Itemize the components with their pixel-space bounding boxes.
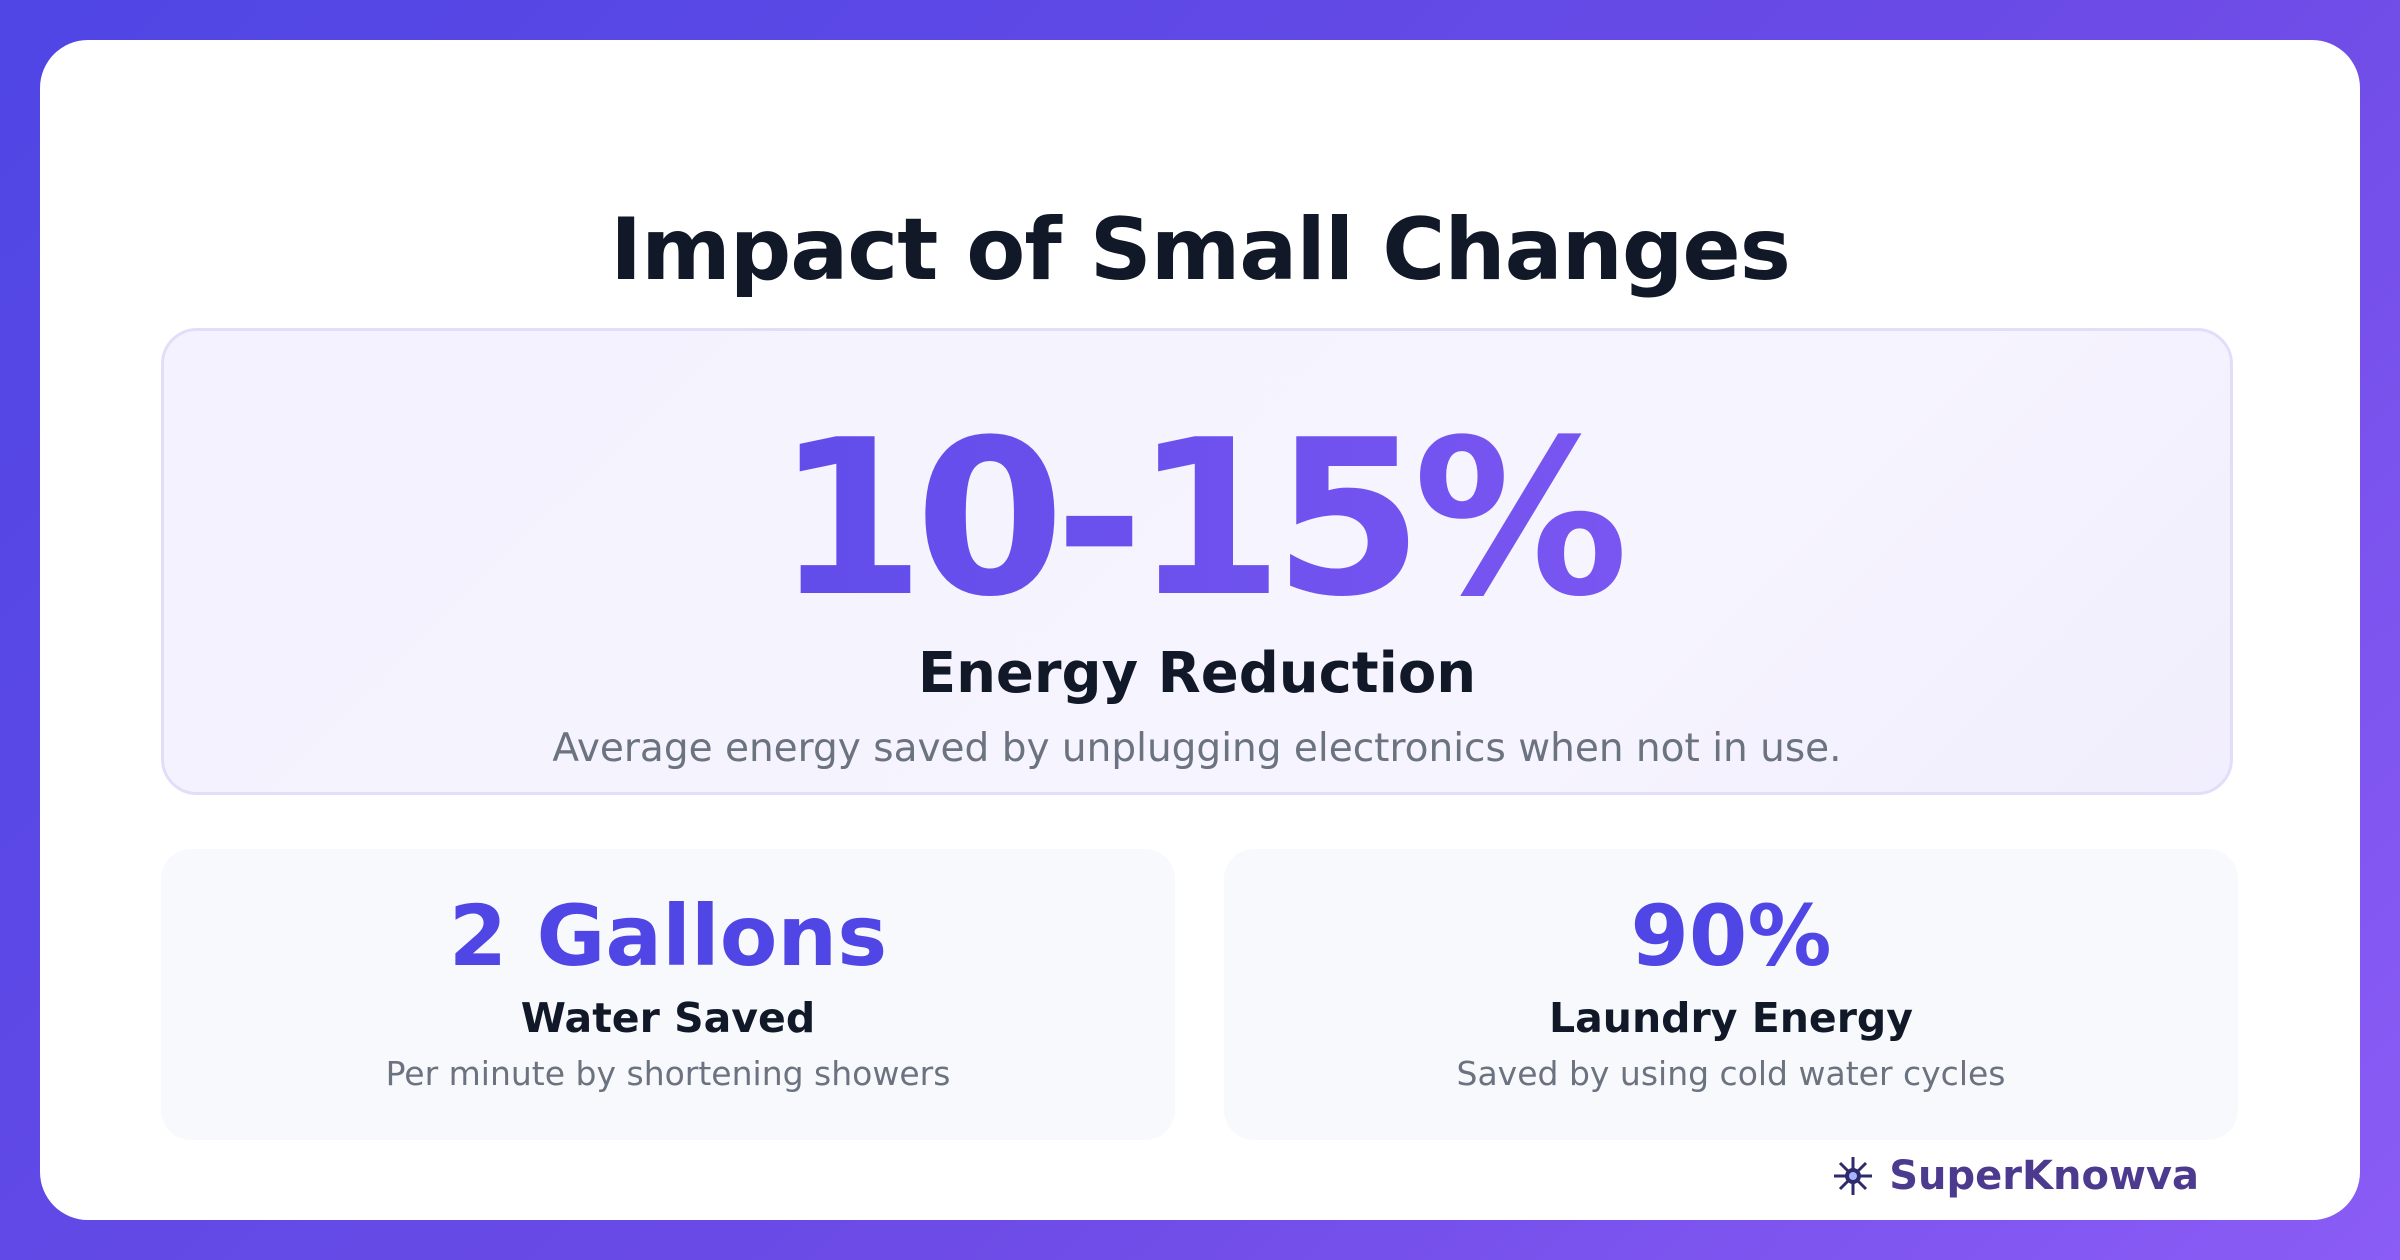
stat-description: Saved by using cold water cycles (1456, 1054, 2006, 1093)
card: Impact of Small Changes 10-15% Energy Re… (40, 40, 2360, 1220)
stat-card: 90% Laundry Energy Saved by using cold w… (1224, 849, 2238, 1140)
stat-card: 2 Gallons Water Saved Per minute by shor… (161, 849, 1175, 1140)
stat-value: 2 Gallons (448, 887, 888, 985)
hero-label: Energy Reduction (917, 641, 1477, 706)
stat-value: 90% (1630, 887, 1832, 985)
title: Impact of Small Changes (610, 200, 1791, 300)
stat-label: Water Saved (520, 994, 816, 1042)
hero-panel: 10-15% Energy Reduction Average energy s… (161, 328, 2233, 795)
stat-description: Per minute by shortening showers (385, 1054, 951, 1093)
brand-logo (1834, 1157, 1873, 1195)
stat-label: Laundry Energy (1548, 994, 1914, 1042)
brand: SuperKnowva (1831, 1153, 2199, 1199)
brand-name: SuperKnowva (1889, 1153, 2199, 1199)
hero-value: 10-15% (164, 411, 2230, 626)
hero-description: Average energy saved by unplugging elect… (552, 726, 1842, 771)
